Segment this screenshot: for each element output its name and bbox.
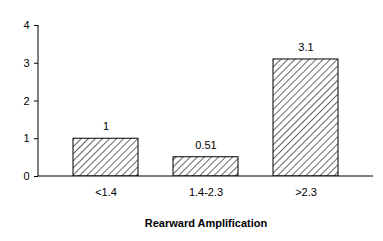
svg-text:1: 1 [23, 132, 29, 144]
svg-text:2: 2 [23, 95, 29, 107]
svg-text:1.4-2.3: 1.4-2.3 [189, 186, 223, 198]
svg-text:3: 3 [23, 57, 29, 69]
svg-text:4: 4 [23, 19, 29, 31]
svg-text:1: 1 [103, 120, 109, 132]
svg-text:>2.3: >2.3 [295, 186, 317, 198]
svg-text:0.51: 0.51 [195, 139, 216, 151]
svg-text:3.1: 3.1 [298, 41, 313, 53]
svg-text:0: 0 [23, 170, 29, 182]
svg-text:Rearward Amplification: Rearward Amplification [145, 217, 268, 229]
svg-text:<1.4: <1.4 [95, 186, 117, 198]
